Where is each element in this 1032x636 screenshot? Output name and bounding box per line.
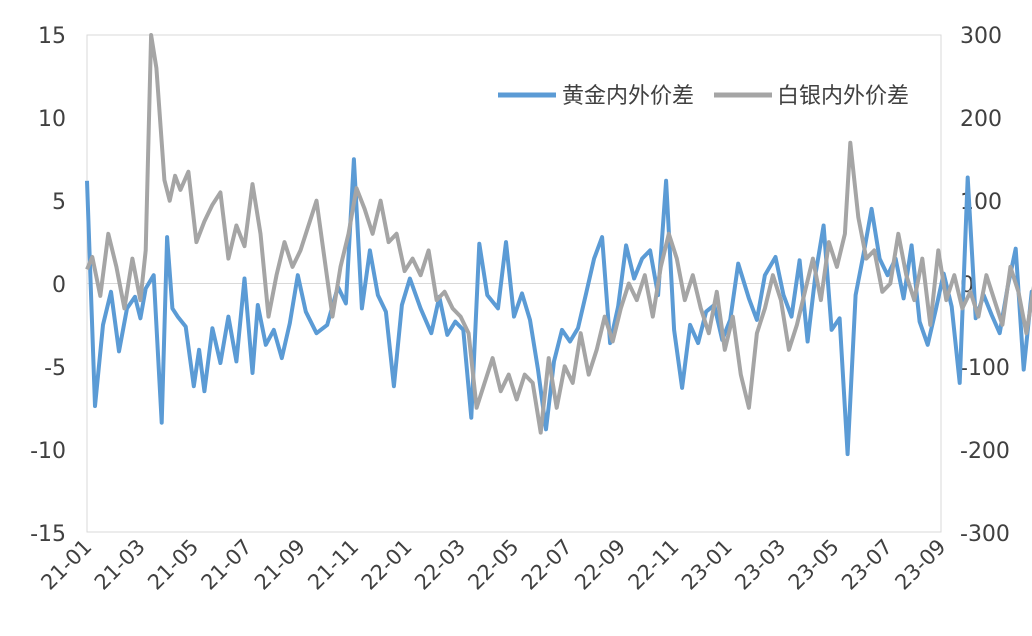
x-tick-label: 22-09 [570, 535, 630, 595]
y-right-tick: 200 [960, 107, 1002, 132]
x-tick-label: 21-03 [90, 535, 150, 595]
y-right-tick: -200 [960, 439, 1010, 464]
x-tick-label: 21-07 [197, 535, 257, 595]
legend-text-bg [776, 78, 921, 110]
y-right-tick: -100 [960, 356, 1010, 381]
series-line-gold [85, 157, 1032, 457]
y-left-tick: -5 [44, 356, 66, 381]
x-tick-label: 21-11 [303, 535, 363, 595]
legend-text-bg [561, 78, 711, 110]
x-tick-label: 23-09 [890, 535, 950, 595]
x-tick-label: 21-05 [143, 535, 203, 595]
x-tick-label: 22-11 [624, 535, 684, 595]
series-layer [85, 33, 1032, 457]
y-right-tick: -300 [960, 522, 1010, 547]
x-tick-label: 22-07 [517, 535, 577, 595]
x-tick-label: 21-09 [250, 535, 310, 595]
x-tick-label: 23-01 [677, 535, 737, 595]
y-left-tick: 0 [52, 273, 66, 298]
x-tick-label: 23-03 [730, 535, 790, 595]
x-tick-label: 22-01 [357, 535, 417, 595]
y-left-tick: 5 [52, 190, 66, 215]
x-tick-label: 23-07 [837, 535, 897, 595]
legend-label-gold: 黄金内外价差 [562, 84, 694, 109]
y-left-tick: -15 [30, 522, 66, 547]
x-tick-label: 23-05 [784, 535, 844, 595]
y-left-tick: -10 [30, 439, 66, 464]
y-left-tick: 10 [38, 107, 66, 132]
y-left-tick: 15 [38, 24, 66, 49]
legend: 黄金内外价差 白银内外价差 [498, 78, 921, 110]
x-tick-label: 22-03 [410, 535, 470, 595]
x-axis: 21-0121-0321-0521-0721-0921-1122-0122-03… [36, 535, 950, 595]
y-axis-left: 15 10 5 0 -5 -10 -15 [30, 24, 66, 547]
x-tick-label: 22-05 [463, 535, 523, 595]
series-line-silver [85, 33, 1032, 435]
y-right-tick: 300 [960, 24, 1002, 49]
legend-label-silver: 白银内外价差 [777, 84, 909, 109]
